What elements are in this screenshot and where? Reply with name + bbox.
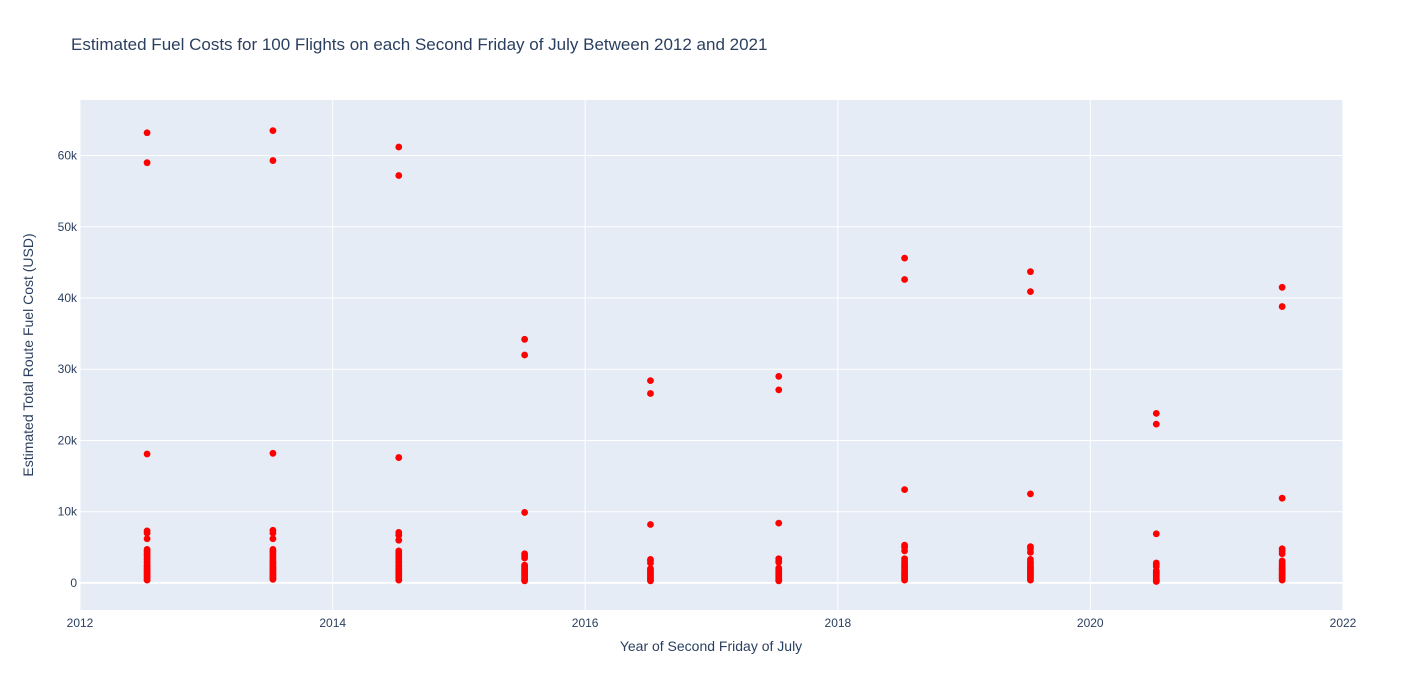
x-tick-labels: 2012 2014 2016 2018 2020 2022 bbox=[67, 616, 1357, 630]
data-point bbox=[1278, 283, 1286, 291]
data-point bbox=[1278, 303, 1286, 310]
data-point bbox=[143, 129, 151, 137]
y-tick-label: 60k bbox=[58, 149, 78, 163]
data-point bbox=[143, 529, 151, 537]
data-point bbox=[775, 386, 783, 394]
data-point bbox=[143, 450, 151, 458]
data-point bbox=[1027, 576, 1034, 584]
y-axis-title: Estimated Total Route Fuel Cost (USD) bbox=[20, 233, 36, 476]
data-point bbox=[775, 372, 783, 380]
chart-title: Estimated Fuel Costs for 100 Flights on … bbox=[71, 35, 767, 54]
data-point bbox=[521, 577, 529, 585]
data-point bbox=[1152, 410, 1160, 417]
data-point bbox=[143, 576, 151, 584]
data-point bbox=[395, 454, 403, 461]
x-tick-label: 2020 bbox=[1077, 616, 1104, 630]
data-point bbox=[395, 143, 403, 151]
data-point bbox=[395, 576, 403, 584]
data-point bbox=[901, 547, 908, 555]
data-point bbox=[521, 351, 529, 359]
data-point bbox=[775, 577, 783, 585]
data-point bbox=[1027, 490, 1034, 498]
data-point bbox=[775, 558, 783, 566]
y-tick-label: 10k bbox=[58, 505, 78, 519]
data-point bbox=[1152, 530, 1160, 538]
data-point bbox=[1278, 576, 1286, 584]
data-point bbox=[647, 559, 654, 567]
y-tick-label: 20k bbox=[58, 433, 78, 447]
data-points bbox=[143, 127, 1286, 585]
data-point bbox=[143, 535, 151, 543]
data-point bbox=[269, 157, 277, 164]
data-point bbox=[521, 509, 529, 516]
grid-lines bbox=[79, 100, 1344, 610]
plot-area bbox=[80, 100, 1343, 610]
data-point bbox=[1027, 288, 1034, 296]
data-point bbox=[1152, 578, 1160, 585]
x-tick-label: 2014 bbox=[319, 616, 346, 630]
data-point bbox=[775, 519, 783, 527]
data-point bbox=[1278, 494, 1286, 502]
x-tick-label: 2012 bbox=[67, 616, 94, 630]
x-tick-label: 2016 bbox=[572, 616, 599, 630]
data-point bbox=[143, 159, 151, 167]
data-point bbox=[901, 576, 908, 584]
data-point bbox=[901, 486, 908, 494]
data-point bbox=[647, 521, 654, 528]
data-point bbox=[269, 127, 277, 135]
y-tick-label: 40k bbox=[58, 291, 78, 305]
data-point bbox=[1027, 548, 1034, 556]
data-point bbox=[269, 575, 277, 583]
data-point bbox=[395, 536, 403, 544]
x-tick-label: 2022 bbox=[1330, 616, 1357, 630]
data-point bbox=[901, 254, 908, 262]
y-tick-labels: 0 10k 20k 30k 40k 50k 60k bbox=[58, 149, 78, 590]
data-point bbox=[1152, 420, 1160, 428]
data-point bbox=[901, 276, 908, 283]
data-point bbox=[521, 335, 529, 343]
data-point bbox=[269, 535, 277, 543]
y-tick-label: 50k bbox=[58, 220, 78, 234]
x-axis-title: Year of Second Friday of July bbox=[620, 638, 802, 654]
data-point bbox=[521, 554, 529, 562]
y-tick-label: 0 bbox=[70, 576, 77, 590]
data-point bbox=[647, 577, 654, 585]
data-point bbox=[395, 531, 403, 539]
y-tick-label: 30k bbox=[58, 362, 78, 376]
data-point bbox=[269, 529, 277, 537]
data-point bbox=[647, 390, 654, 397]
x-tick-label: 2018 bbox=[825, 616, 852, 630]
data-point bbox=[647, 377, 654, 385]
data-point bbox=[395, 172, 403, 179]
data-point bbox=[1027, 268, 1034, 276]
data-point bbox=[1278, 550, 1286, 558]
data-point bbox=[269, 449, 277, 457]
